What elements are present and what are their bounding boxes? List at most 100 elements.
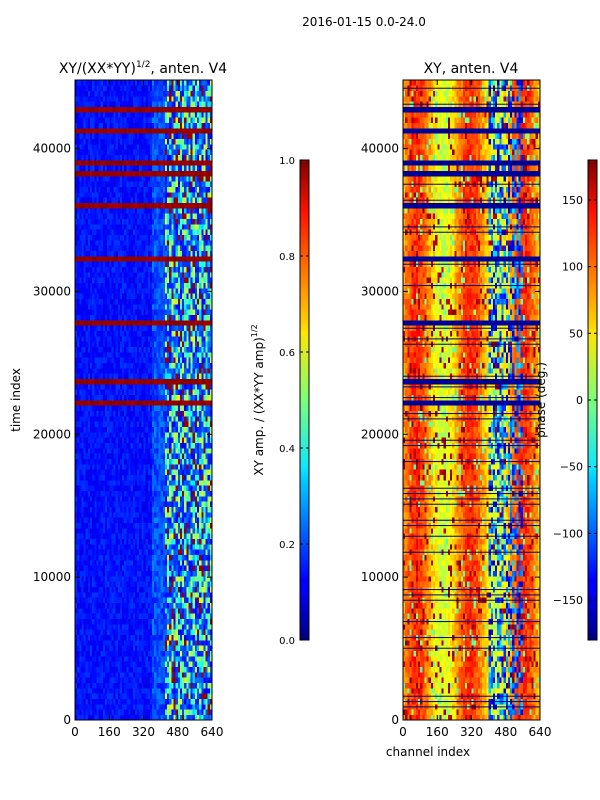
left-heatmap-cell [186,357,189,364]
left-heatmap-cell [186,618,189,625]
left-heatmap-cell [96,496,99,502]
left-heatmap-cell [169,448,172,454]
left-heatmap-cell [117,357,121,364]
left-heatmap-cell [162,341,166,348]
left-heatmap-cell [184,528,187,534]
left-heatmap-cell [87,698,91,705]
left-heatmap-cell [87,373,91,380]
left-heatmap-cell [149,474,153,481]
left-heatmap-cell [182,650,185,657]
left-heatmap-cell [164,512,168,518]
left-heatmap-cell [137,618,140,625]
left-heatmap-cell [182,373,185,380]
left-heatmap-cell [96,373,99,380]
left-heatmap-cell [111,528,114,534]
left-heatmap-cell [158,656,162,662]
left-heatmap-cell [98,309,102,316]
left-heatmap-cell [145,624,149,630]
left-heatmap-cell [143,613,147,620]
left-heatmap-cell [177,682,181,689]
left-heatmap-cell [122,458,125,465]
left-heatmap-cell [201,389,204,396]
left-heatmap-cell [182,442,185,449]
left-heatmap-cell [203,341,206,348]
left-heatmap-cell [199,533,202,540]
left-heatmap-cell [203,677,206,684]
left-heatmap-cell [188,416,191,422]
left-heatmap-cell [107,362,110,369]
left-heatmap-cell [160,549,164,556]
left-heatmap-cell [152,549,155,556]
left-heatmap-cell [147,650,151,657]
left-heatmap-cell [75,490,78,497]
left-heatmap-cell [162,453,166,460]
left-heatmap-cell [113,362,117,369]
left-heatmap-cell [209,362,213,369]
left-heatmap-cell [167,336,170,342]
left-heatmap-cell [98,714,102,721]
left-heatmap-cell [87,656,91,662]
left-heatmap-cell [107,432,110,438]
left-heatmap-cell [141,464,144,470]
left-heatmap-cell [177,384,181,390]
left-heatmap-cell [186,453,189,460]
left-heatmap-cell [147,688,151,694]
left-heatmap-cell [141,618,144,625]
left-heatmap-cell [81,517,84,524]
left-heatmap-cell [132,592,136,598]
left-heatmap-cell [167,640,170,646]
left-heatmap-cell [160,389,164,396]
left-heatmap-cell [109,325,112,332]
left-heatmap-cell [83,330,87,337]
left-heatmap-cell [128,528,132,534]
left-heatmap-cell [143,618,147,625]
left-heatmap-cell [83,608,87,614]
left-heatmap-cell [132,506,136,513]
left-heatmap-cell [147,629,151,636]
left-heatmap-cell [192,538,196,545]
left-heatmap-cell [175,373,179,380]
left-heatmap-cell [98,384,102,390]
left-heatmap-cell [75,298,78,305]
left-heatmap-cell [124,560,127,566]
left-heatmap-cell [98,410,102,417]
left-heatmap-cell [92,528,95,534]
left-heatmap-cell [201,624,204,630]
left-heatmap-cell [104,517,108,524]
left-heatmap-cell [134,608,138,614]
left-heatmap-cell [89,416,93,422]
left-heatmap-cell [100,608,104,614]
left-heatmap-cell [182,480,185,486]
left-heatmap-cell [143,357,147,364]
left-heatmap-cell [134,368,138,374]
left-heatmap-cell [98,474,102,481]
left-heatmap-cell [207,357,211,364]
left-heatmap-cell [81,506,84,513]
left-heatmap-cell [96,506,99,513]
left-heatmap-cell [122,650,125,657]
left-heatmap-cell [158,458,162,465]
left-heatmap-cell [143,549,147,556]
left-heatmap-cell [87,458,91,465]
left-heatmap-cell [111,640,114,646]
left-heatmap-cell [158,592,162,598]
left-heatmap-cell [149,400,153,406]
left-heatmap-cell [152,410,155,417]
left-heatmap-cell [81,352,84,358]
left-heatmap-cell [171,672,174,678]
left-heatmap-cell [203,464,206,470]
left-heatmap-cell [179,512,183,518]
left-heatmap-cell [89,714,93,721]
left-heatmap-cell [203,320,206,326]
left-heatmap-cell [156,352,159,358]
left-heatmap-cell [100,656,104,662]
left-heatmap-cell [192,464,196,470]
left-heatmap-cell [81,298,84,305]
left-heatmap-cell [182,554,185,561]
left-heatmap-cell [194,592,198,598]
left-heatmap-cell [203,688,206,694]
left-heatmap-cell [158,368,162,374]
left-heatmap-cell [207,682,211,689]
left-heatmap-cell [98,693,102,700]
left-heatmap-cell [197,309,200,316]
